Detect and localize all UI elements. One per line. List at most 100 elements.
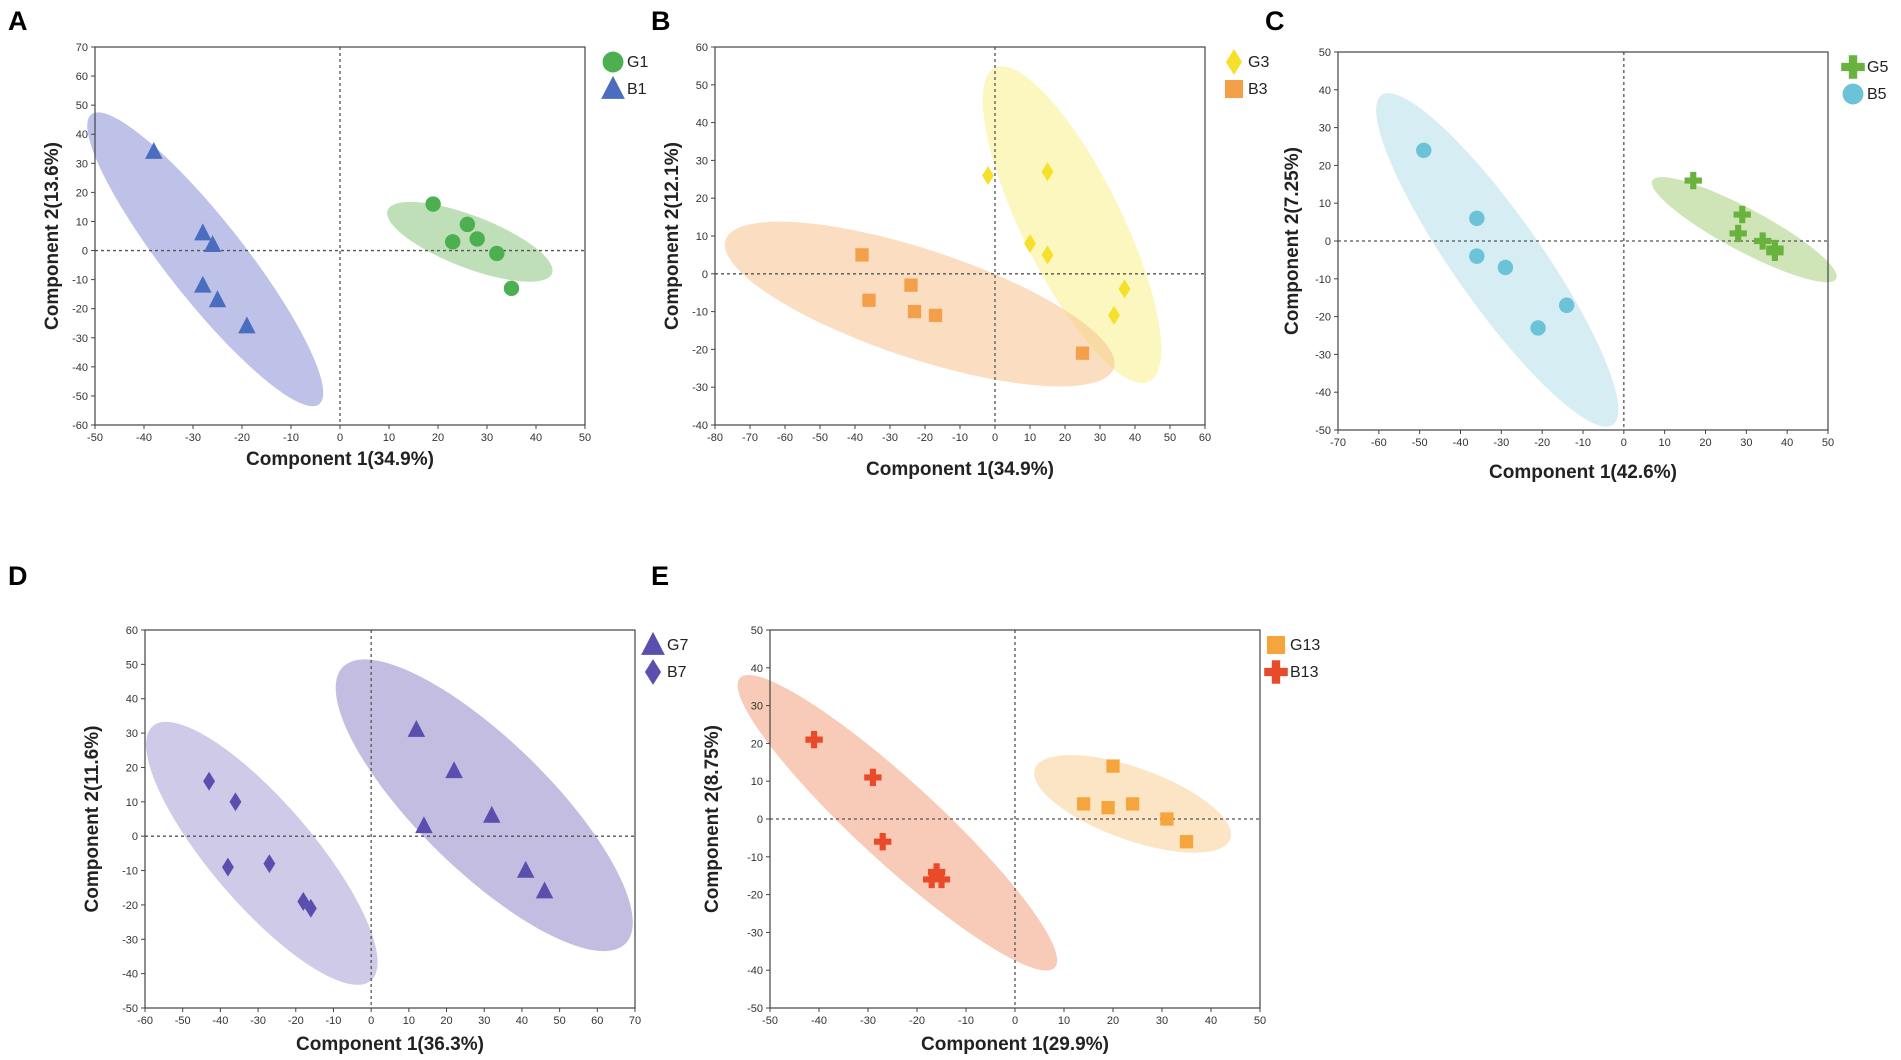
x-tick-label: 10 [1058,1015,1070,1027]
data-point-g5 [1766,243,1784,262]
x-tick-label: -60 [1371,437,1387,449]
x-tick-label: -30 [250,1015,266,1027]
x-axis-title: Component 1(34.9%) [866,459,1054,480]
legend-label-g3: G3 [1248,54,1269,71]
x-tick-label: -20 [288,1015,304,1027]
y-tick-label: 40 [696,118,708,130]
confidence-ellipse-b1 [87,112,324,407]
legend-label-g7: G7 [667,637,688,654]
x-tick-label: 60 [1199,432,1211,444]
x-tick-label: 50 [1254,1015,1266,1027]
data-point-g13 [1125,797,1140,811]
x-tick-label: 0 [1012,1015,1018,1027]
x-tick-label: -20 [234,432,250,444]
x-tick-label: 10 [383,432,395,444]
y-tick-label: 0 [132,831,138,843]
x-tick-label: -40 [212,1015,228,1027]
y-tick-label: 0 [757,814,763,826]
x-tick-label: 60 [591,1015,603,1027]
data-point-g7 [415,816,433,834]
y-tick-label: 10 [696,231,708,243]
data-point-b3 [1075,346,1090,360]
data-point-b7 [203,771,216,791]
y-tick-label: -10 [122,866,138,878]
legend-label-g13: G13 [1290,637,1320,654]
y-tick-label: -40 [122,969,138,981]
data-point-g1 [503,280,520,297]
data-point-g13 [1160,812,1174,826]
confidence-ellipse-g7 [335,659,633,952]
y-axis-title: Component 2(13.6%) [42,142,63,330]
x-tick-label: 40 [1129,432,1141,444]
y-tick-label: 50 [76,100,88,112]
y-tick-label: -20 [692,344,708,356]
panel-letter: A [8,6,28,36]
y-tick-label: 10 [76,216,88,228]
data-point-g1 [445,234,461,250]
x-tick-label: -30 [1493,437,1509,449]
legend-label-g5: G5 [1867,59,1888,76]
legend-label-b13: B13 [1290,664,1319,681]
x-tick-label: 50 [1164,432,1176,444]
confidence-ellipse-g3 [982,66,1162,384]
y-tick-label: -50 [122,1003,138,1015]
x-axis-title: Component 1(34.9%) [246,449,434,470]
data-point-b7 [297,892,310,911]
y-tick-label: -40 [747,965,763,977]
data-point-g3 [982,166,994,185]
y-tick-label: 70 [76,42,88,54]
y-tick-label: 20 [696,193,708,205]
x-tick-label: 30 [478,1015,490,1027]
data-point-g3 [1041,162,1054,182]
y-tick-label: -30 [122,934,138,946]
x-tick-label: -40 [811,1015,827,1027]
legend-marker-b7 [644,659,662,685]
data-point-b13 [805,730,823,749]
x-tick-label: -40 [847,432,863,444]
y-tick-label: -10 [72,275,88,287]
x-tick-label: 0 [992,432,998,444]
data-point-b13 [923,870,941,889]
legend-label-b5: B5 [1867,86,1887,103]
data-point-g3 [1041,245,1054,265]
x-tick-label: 50 [553,1015,565,1027]
data-point-b7 [304,898,317,918]
data-point-g1 [425,196,441,212]
y-tick-label: 0 [1325,236,1331,248]
panel-d: D-60 -50 -40 -30 -20 -10 0 10 20 30 40 50 60 70-50-40… [8,561,688,1055]
legend-marker-b13 [1264,660,1288,684]
data-point-b7 [263,854,276,874]
data-point-b1 [145,142,163,159]
panel-e: E -50 -40 -30 -20 -10 0 10 20 30 40 50 -50 -40 -30 -20 -… [651,561,1320,1055]
data-point-b13 [927,863,946,881]
x-tick-label: 20 [1699,437,1711,449]
data-point-g5 [1729,224,1747,243]
confidence-ellipse-g1 [387,201,553,282]
x-tick-label: -50 [1412,437,1428,449]
x-tick-label: -30 [882,432,898,444]
y-tick-label: 30 [76,158,88,170]
y-tick-label: 20 [751,738,763,750]
y-tick-label: -20 [747,890,763,902]
x-tick-label: -50 [762,1015,778,1027]
y-axis-title: Component 2(11.6%) [82,726,103,913]
x-tick-label: 30 [1156,1015,1168,1027]
x-tick-label: 30 [1094,432,1106,444]
x-tick-label: -40 [136,432,152,444]
y-tick-label: 40 [751,663,763,675]
x-tick-label: 0 [337,432,343,444]
y-tick-label: 60 [76,71,88,83]
panel-letter: E [651,561,669,591]
legend-label-b3: B3 [1248,81,1268,98]
data-point-b13 [864,768,882,787]
y-tick-label: -50 [747,1003,763,1015]
x-tick-label: -20 [909,1015,925,1027]
x-tick-label: 10 [403,1015,415,1027]
x-tick-label: 20 [432,432,444,444]
y-tick-label: 20 [126,762,138,774]
x-tick-label: -40 [1453,437,1469,449]
data-point-b5 [1469,210,1485,227]
x-tick-label: -10 [952,432,968,444]
data-point-b1 [203,235,222,252]
